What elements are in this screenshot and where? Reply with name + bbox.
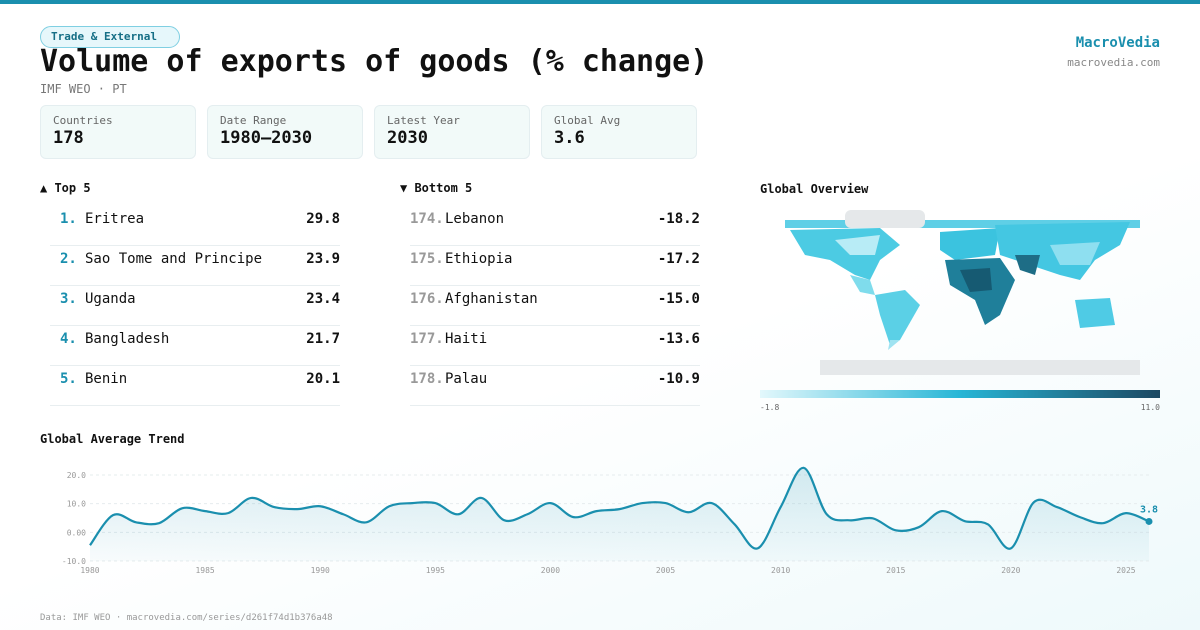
x-tick-label: 2015: [886, 566, 905, 575]
stat-value: 3.6: [554, 128, 585, 148]
country: Uganda: [85, 291, 136, 307]
rank-row: 176. Afghanistan -15.0: [410, 285, 700, 326]
stat-value: 178: [53, 128, 84, 148]
rank-row: 178. Palau -10.9: [410, 365, 700, 406]
map-title: Global Overview: [760, 182, 869, 196]
rank-row: 3. Uganda 23.4: [50, 285, 340, 326]
rank: 178.: [410, 371, 444, 387]
value: -18.2: [657, 211, 700, 227]
country: Bangladesh: [85, 331, 170, 347]
bottom-title: ▼ Bottom 5: [400, 181, 473, 195]
country: Sao Tome and Principe: [85, 251, 263, 267]
map: -1.8 11.0: [760, 210, 1160, 412]
trend-title: Global Average Trend: [40, 432, 185, 446]
value: -10.9: [657, 371, 700, 387]
rank-row: 5. Benin 20.1: [50, 365, 340, 406]
stat-label: Latest Year: [387, 114, 460, 127]
stat-value: 2030: [387, 128, 428, 148]
top-title: ▲ Top 5: [40, 181, 91, 195]
footer: Data: IMF WEO · macrovedia.com/series/d2…: [40, 613, 333, 623]
y-tick-label: -10.0: [62, 557, 86, 566]
country: Eritrea: [85, 211, 145, 227]
stat-card: Countries 178: [40, 105, 196, 159]
scale-min: -1.8: [760, 403, 779, 412]
rank-row: 175. Ethiopia -17.2: [410, 245, 700, 286]
stat-label: Countries: [53, 114, 113, 127]
value: 23.4: [306, 291, 340, 307]
rank-row: 177. Haiti -13.6: [410, 325, 700, 366]
stat-card: Global Avg 3.6: [541, 105, 697, 159]
country: Benin: [85, 371, 128, 387]
end-label: 3.8: [1140, 504, 1158, 515]
y-tick-label: 20.0: [67, 471, 86, 480]
stat-card: Latest Year 2030: [374, 105, 530, 159]
value: 20.1: [306, 371, 340, 387]
rank: 4.: [60, 331, 77, 347]
area: [90, 467, 1149, 561]
x-tick-label: 2020: [1001, 566, 1020, 575]
x-tick-label: 2005: [656, 566, 675, 575]
rank: 175.: [410, 251, 444, 267]
value: -13.6: [657, 331, 700, 347]
country: Afghanistan: [445, 291, 538, 307]
x-tick-label: 2000: [541, 566, 560, 575]
stat-value: 1980–2030: [220, 128, 313, 148]
x-tick-label: 1980: [80, 566, 99, 575]
value: -15.0: [657, 291, 700, 307]
brand[interactable]: MacroVedia: [1075, 35, 1160, 51]
color-scale: [760, 390, 1160, 398]
country: Palau: [445, 371, 488, 387]
rank: 2.: [60, 251, 77, 267]
end-point: [1145, 517, 1153, 525]
x-tick-label: 1990: [311, 566, 330, 575]
rank: 177.: [410, 331, 444, 347]
x-tick-label: 1985: [195, 566, 214, 575]
country: Lebanon: [445, 211, 505, 227]
category-tag: Trade & External: [40, 26, 180, 48]
rank: 174.: [410, 211, 444, 227]
rank-row: 4. Bangladesh 21.7: [50, 325, 340, 366]
rank: 5.: [60, 371, 77, 387]
rank-row: 1. Eritrea 29.8: [50, 205, 340, 246]
value: -17.2: [657, 251, 700, 267]
x-tick-label: 2025: [1116, 566, 1135, 575]
stat-label: Date Range: [220, 114, 287, 127]
value: 23.9: [306, 251, 340, 267]
scale-max: 11.0: [1141, 403, 1160, 412]
top-bar: [0, 0, 1200, 4]
country: Ethiopia: [445, 251, 513, 267]
y-tick-label: 0.00: [67, 528, 86, 537]
subtitle: IMF WEO · PT: [40, 82, 127, 96]
stat-label: Global Avg: [554, 114, 621, 127]
country: Haiti: [445, 331, 488, 347]
value: 29.8: [306, 211, 340, 227]
brand-url[interactable]: macrovedia.com: [1067, 56, 1160, 69]
line: [89, 466, 1150, 550]
y-tick-label: 10.0: [67, 500, 86, 509]
x-tick-label: 2010: [771, 566, 790, 575]
title: Volume of exports of goods (% change): [40, 44, 709, 79]
rank: 1.: [60, 211, 77, 227]
value: 21.7: [306, 331, 340, 347]
rank-row: 2. Sao Tome and Principe 23.9: [50, 245, 340, 286]
map-shapes: [785, 210, 1140, 375]
rank: 3.: [60, 291, 77, 307]
x-tick-label: 1995: [426, 566, 445, 575]
rank-row: 174. Lebanon -18.2: [410, 205, 700, 246]
trend-chart: -10.0 0.00 10.0 20.0 1980 1985 1990 1995 2000 200…: [62, 466, 1158, 575]
rank: 176.: [410, 291, 444, 307]
stat-card: Date Range 1980–2030: [207, 105, 363, 159]
